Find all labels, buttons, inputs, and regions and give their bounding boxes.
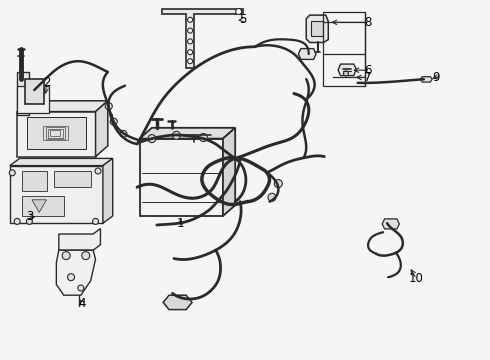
Polygon shape xyxy=(311,21,323,36)
Polygon shape xyxy=(223,128,235,216)
Polygon shape xyxy=(59,229,100,250)
Circle shape xyxy=(78,285,84,291)
Polygon shape xyxy=(22,171,47,191)
Polygon shape xyxy=(96,101,108,157)
Polygon shape xyxy=(54,171,91,187)
Polygon shape xyxy=(338,64,356,76)
Circle shape xyxy=(343,71,348,76)
Text: 10: 10 xyxy=(409,273,424,285)
Text: 7: 7 xyxy=(364,71,371,84)
Text: 8: 8 xyxy=(364,16,371,29)
Circle shape xyxy=(82,252,90,260)
Polygon shape xyxy=(140,128,235,139)
Polygon shape xyxy=(24,79,44,104)
Circle shape xyxy=(236,9,242,14)
Circle shape xyxy=(199,134,207,141)
Circle shape xyxy=(188,17,193,22)
Circle shape xyxy=(93,219,98,224)
Polygon shape xyxy=(32,200,47,212)
Polygon shape xyxy=(163,295,192,310)
Polygon shape xyxy=(306,15,328,42)
Polygon shape xyxy=(56,250,96,295)
Circle shape xyxy=(188,50,193,55)
Circle shape xyxy=(188,59,193,64)
Polygon shape xyxy=(17,72,29,115)
Polygon shape xyxy=(10,166,103,223)
Polygon shape xyxy=(103,158,113,223)
Polygon shape xyxy=(22,196,64,216)
Circle shape xyxy=(110,118,117,125)
Circle shape xyxy=(14,219,20,224)
Text: 1: 1 xyxy=(176,217,184,230)
Text: 5: 5 xyxy=(239,13,246,26)
Circle shape xyxy=(120,130,127,138)
Polygon shape xyxy=(162,9,243,68)
Polygon shape xyxy=(420,77,432,82)
Text: 4: 4 xyxy=(78,297,86,310)
Circle shape xyxy=(95,168,101,174)
Polygon shape xyxy=(17,101,108,112)
Circle shape xyxy=(268,193,276,201)
Circle shape xyxy=(188,39,193,44)
Text: 9: 9 xyxy=(432,71,440,84)
Polygon shape xyxy=(298,49,316,59)
Text: 2: 2 xyxy=(43,76,50,89)
Polygon shape xyxy=(17,86,49,113)
Polygon shape xyxy=(10,158,113,166)
Circle shape xyxy=(274,180,282,188)
Polygon shape xyxy=(17,112,96,157)
Circle shape xyxy=(68,274,74,281)
Circle shape xyxy=(148,135,156,143)
Circle shape xyxy=(9,170,15,176)
Circle shape xyxy=(26,219,32,224)
Circle shape xyxy=(188,28,193,33)
Bar xyxy=(323,12,365,86)
Text: 6: 6 xyxy=(364,64,371,77)
Polygon shape xyxy=(382,219,399,229)
Circle shape xyxy=(62,252,70,260)
Circle shape xyxy=(105,103,112,110)
Text: 3: 3 xyxy=(25,210,33,222)
Circle shape xyxy=(172,131,180,139)
Polygon shape xyxy=(27,117,86,149)
Polygon shape xyxy=(140,139,223,216)
